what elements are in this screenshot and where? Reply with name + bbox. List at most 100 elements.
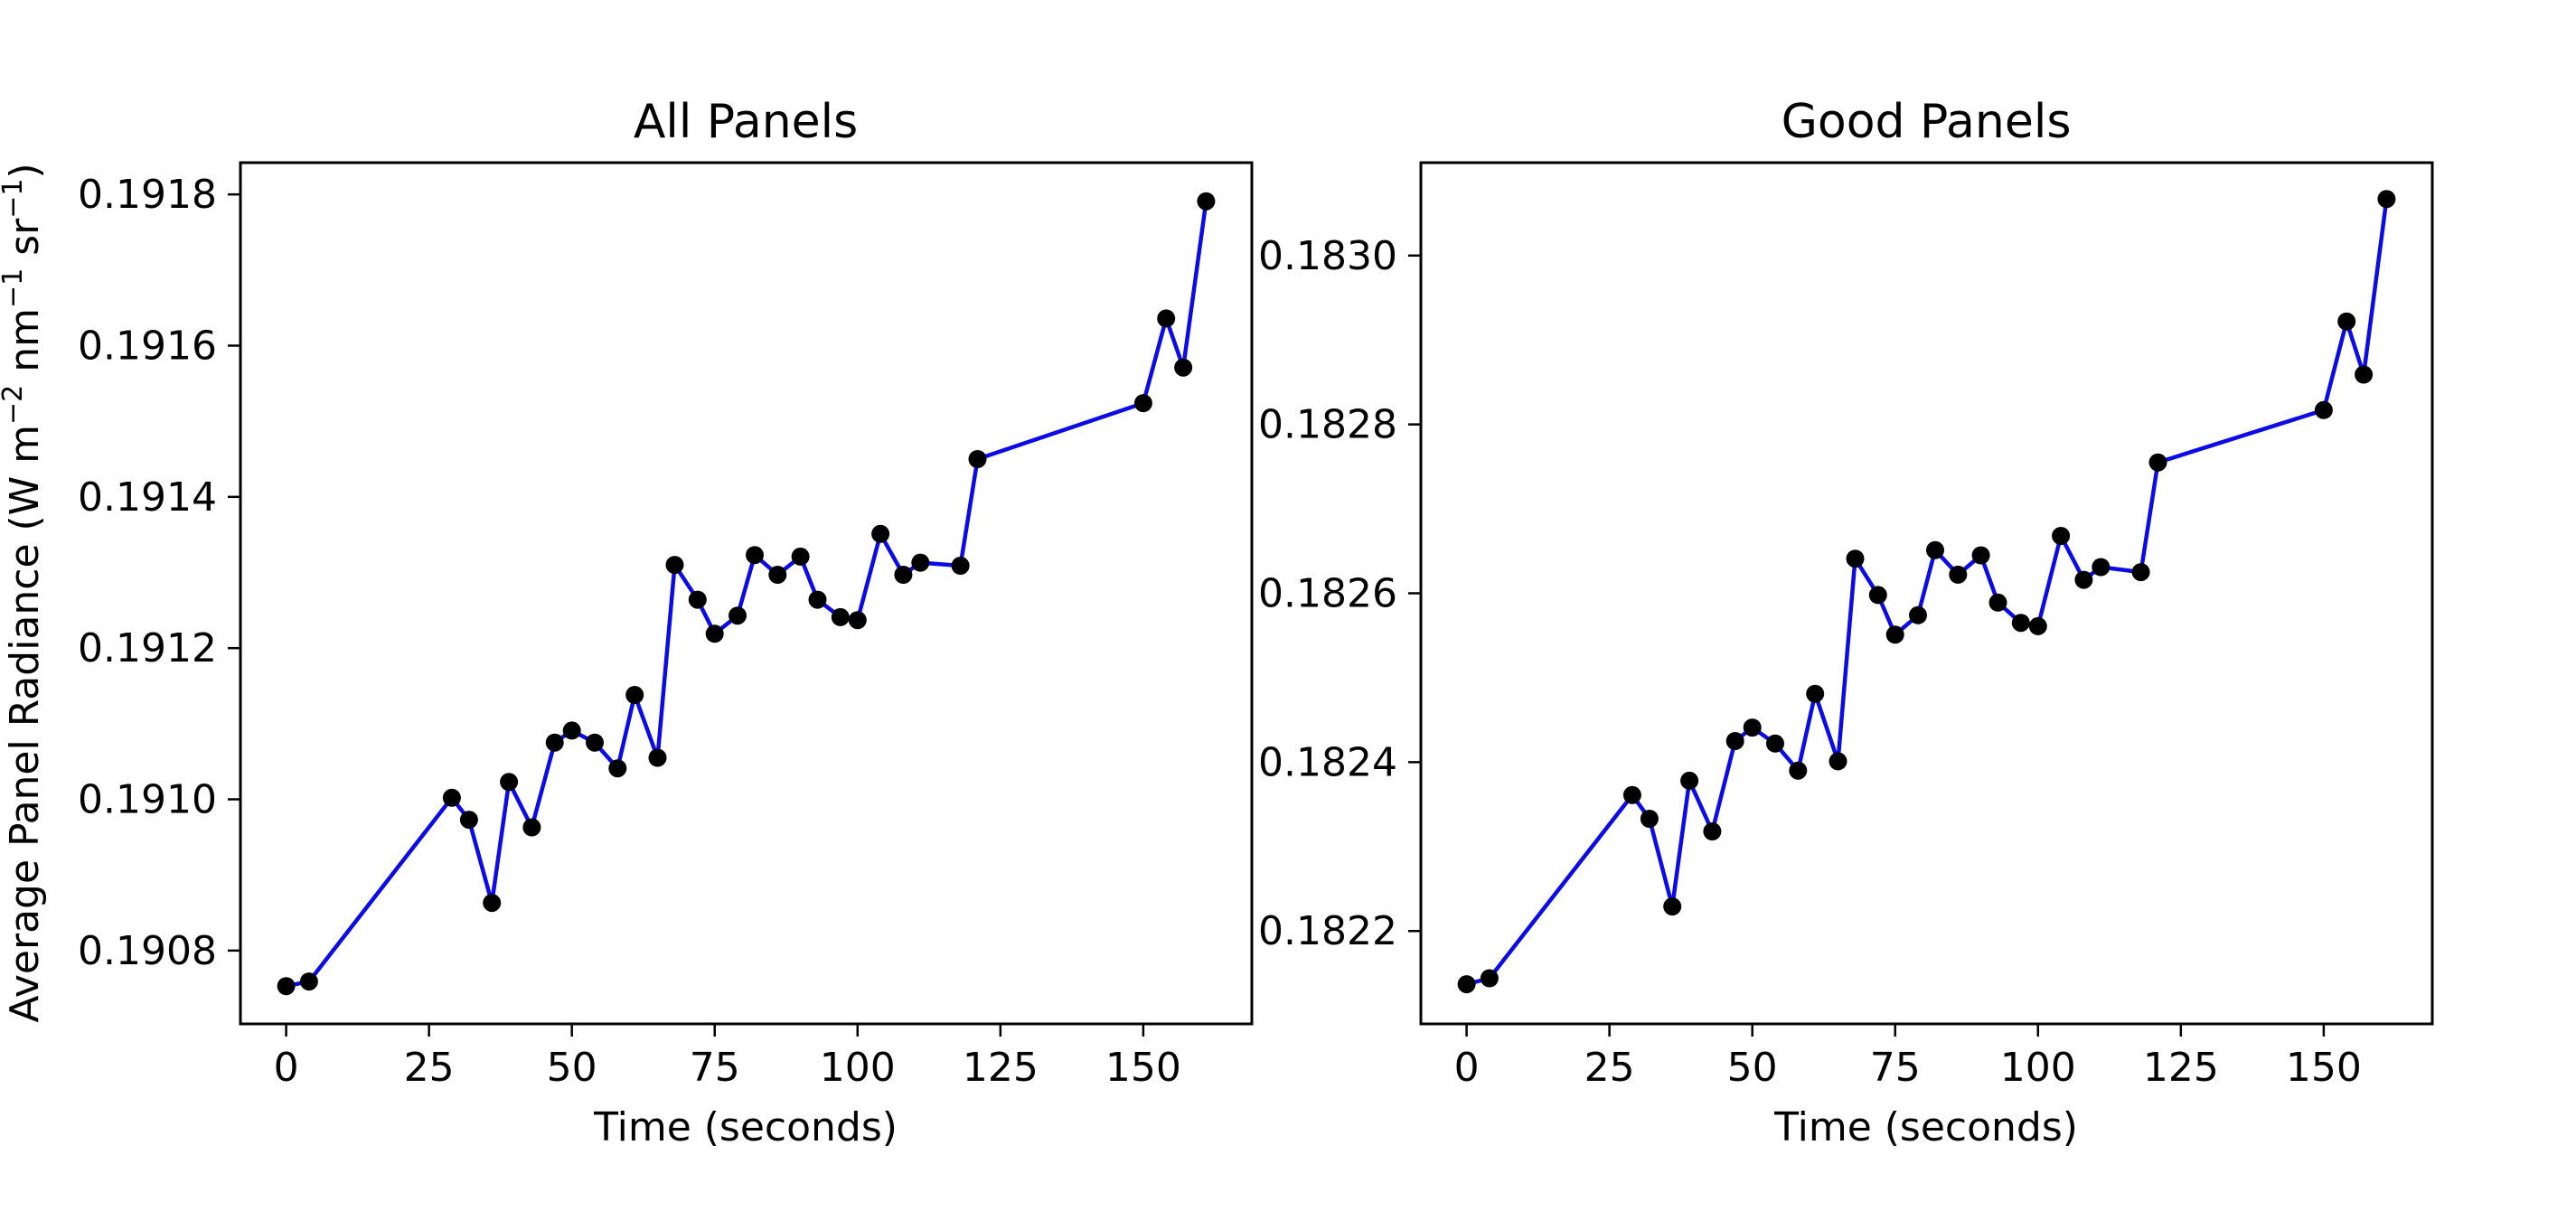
data-point-all-panels (500, 773, 519, 792)
data-point-good-panels (1703, 822, 1722, 840)
data-point-good-panels (2148, 453, 2167, 472)
data-point-good-panels (1725, 732, 1744, 750)
data-point-good-panels (2028, 616, 2047, 635)
data-point-all-panels (1133, 394, 1152, 413)
y-axis-label-exponent-1: −2 (0, 385, 29, 425)
data-point-all-panels (665, 556, 684, 575)
data-points-good-panels (1457, 190, 2396, 994)
data-point-all-panels (483, 894, 502, 913)
panel-good-panels: Good Panels 0 25 50 75 100 125 150 0.18220.182… (1258, 95, 2434, 1150)
data-point-all-panels (746, 546, 764, 565)
data-point-good-panels (1622, 785, 1641, 804)
data-point-good-panels (1663, 897, 1682, 916)
y-axis-label-exponent-3: −1 (0, 179, 29, 219)
data-point-all-panels (848, 611, 867, 630)
data-point-good-panels (1926, 540, 1944, 559)
data-point-all-panels (459, 811, 478, 830)
data-point-good-panels (1480, 969, 1499, 988)
data-point-all-panels (586, 733, 604, 752)
x-tick-label: 50 (547, 1045, 597, 1091)
data-point-all-panels (562, 721, 581, 740)
x-tick-label: 25 (404, 1045, 455, 1091)
y-tick-label: 0.1912 (78, 625, 217, 671)
data-point-all-panels (1197, 192, 1216, 211)
data-point-all-panels (951, 557, 970, 575)
x-axis-label-good-panels: Time (seconds) (1773, 1104, 2078, 1150)
y-tick-label: 0.1828 (1258, 402, 1397, 448)
x-tick-label: 50 (1727, 1045, 1778, 1091)
data-point-good-panels (1909, 605, 1927, 624)
x-ticks-all-panels: 0 25 50 75 100 125 150 (274, 1024, 1181, 1091)
data-point-all-panels (299, 972, 318, 991)
y-axis-label-end: ) (2, 163, 48, 178)
data-point-all-panels (768, 566, 787, 584)
x-tick-label: 0 (1454, 1045, 1480, 1091)
y-ticks-all-panels: 0.1908 0.1910 0.1912 0.1914 0.1916 0.1918 (78, 172, 240, 974)
y-tick-label: 0.1824 (1258, 739, 1397, 785)
data-point-good-panels (2011, 614, 2030, 633)
data-point-all-panels (277, 977, 296, 996)
plot-frame-all-panels (239, 161, 1254, 1026)
data-point-all-panels (1174, 358, 1193, 377)
plot-frame-good-panels (1419, 161, 2434, 1026)
data-point-good-panels (1743, 718, 1762, 737)
data-point-all-panels (911, 553, 930, 572)
y-axis-label-unit-nm: nm (2, 308, 48, 385)
data-point-all-panels (894, 566, 913, 584)
y-ticks-good-panels: 0.1822 0.1824 0.1826 0.1828 0.1830 (1258, 233, 1421, 954)
data-point-all-panels (729, 606, 747, 625)
data-point-all-panels (648, 748, 667, 767)
chart-title-good-panels: Good Panels (1782, 95, 2072, 149)
data-point-good-panels (2314, 400, 2333, 419)
data-point-all-panels (688, 590, 707, 609)
data-point-all-panels (522, 818, 541, 837)
x-tick-label: 100 (820, 1045, 896, 1091)
data-point-good-panels (1846, 549, 1865, 568)
y-tick-label: 0.1830 (1258, 233, 1397, 279)
data-point-all-panels (968, 450, 987, 468)
x-tick-label: 125 (2143, 1045, 2219, 1091)
x-axis-label-all-panels: Time (seconds) (593, 1104, 898, 1150)
y-axis-label-exponent-2: −1 (0, 268, 29, 308)
data-point-good-panels (1885, 625, 1904, 644)
data-point-all-panels (705, 624, 724, 643)
data-point-good-panels (1766, 734, 1784, 753)
data-point-all-panels (608, 759, 627, 778)
data-point-all-panels (625, 686, 644, 704)
data-point-good-panels (2074, 570, 2093, 589)
y-axis-label-all-panels: Average Panel Radiance (W m−2 nm−1 sr−1) (0, 163, 48, 1022)
x-tick-label: 25 (1584, 1045, 1635, 1091)
y-tick-label: 0.1918 (78, 172, 217, 218)
data-point-good-panels (2377, 190, 2396, 209)
y-tick-label: 0.1910 (78, 777, 217, 823)
data-point-all-panels (442, 788, 461, 807)
data-point-good-panels (1640, 810, 1659, 828)
data-point-good-panels (2131, 563, 2150, 582)
y-tick-label: 0.1916 (78, 323, 217, 369)
y-tick-label: 0.1826 (1258, 571, 1397, 617)
data-point-all-panels (791, 547, 810, 566)
data-point-good-panels (1680, 771, 1699, 790)
data-point-all-panels (871, 524, 890, 543)
data-point-good-panels (2337, 312, 2356, 331)
data-point-good-panels (1988, 593, 2007, 612)
x-tick-label: 100 (2000, 1045, 2076, 1091)
x-ticks-good-panels: 0 25 50 75 100 125 150 (1454, 1024, 2362, 1091)
y-tick-label: 0.1914 (78, 474, 217, 521)
data-point-good-panels (1971, 546, 1990, 565)
data-point-good-panels (1806, 684, 1825, 703)
y-tick-label: 0.1822 (1258, 908, 1397, 954)
x-tick-label: 0 (274, 1045, 299, 1091)
x-tick-label: 125 (963, 1045, 1039, 1091)
data-point-good-panels (1789, 761, 1808, 780)
data-point-good-panels (1868, 586, 1887, 605)
chart-title-all-panels: All Panels (634, 95, 858, 149)
data-point-all-panels (808, 590, 827, 609)
y-axis-label-base: Average Panel Radiance (W m (2, 425, 48, 1023)
data-points-all-panels (277, 192, 1216, 996)
data-point-good-panels (1829, 752, 1847, 771)
y-axis-label-unit-sr: sr (2, 218, 48, 268)
x-tick-label: 75 (690, 1045, 740, 1091)
